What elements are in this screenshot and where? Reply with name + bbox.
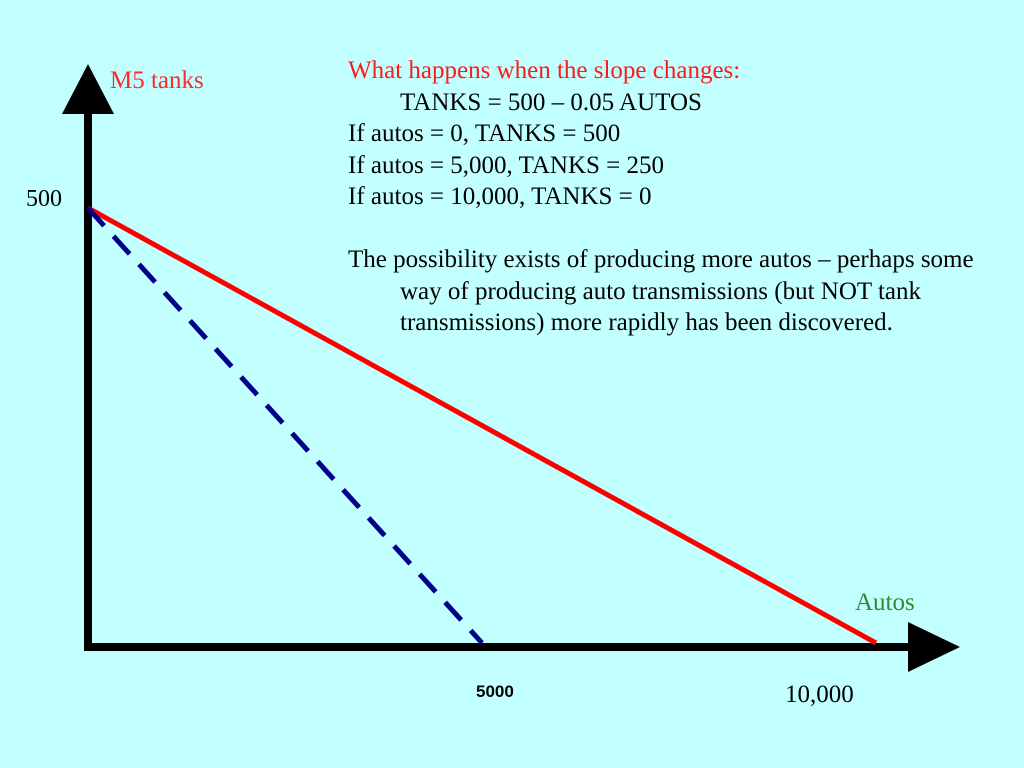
- series-layer: [86, 205, 878, 646]
- x-tick-label-10000: 10,000: [785, 681, 854, 708]
- notes-spacer: [348, 213, 1018, 245]
- notes-heading: What happens when the slope changes:: [348, 57, 741, 84]
- y-axis-label: M5 tanks: [110, 67, 204, 94]
- axes: [62, 64, 960, 672]
- y-tick-label-500: 500: [26, 186, 62, 212]
- notes-equation: TANKS = 500 – 0.05 AUTOS: [400, 88, 702, 116]
- notes-line-1: If autos = 0, TANKS = 500: [348, 120, 621, 147]
- x-axis-arrow: [908, 622, 960, 672]
- notes-text-block: What happens when the slope changes: TAN…: [348, 55, 1018, 339]
- notes-line-2: If autos = 5,000, TANKS = 250: [348, 151, 665, 179]
- series-line-solid: [86, 205, 878, 646]
- notes-line-3: If autos = 10,000, TANKS = 0: [348, 183, 652, 210]
- x-axis-label: Autos: [855, 589, 915, 616]
- x-tick-label-5000: 5000: [476, 682, 514, 701]
- notes-paragraph: The possibility exists of producing more…: [348, 246, 974, 336]
- series-line-dashed: [86, 206, 484, 645]
- y-axis-arrow: [62, 64, 114, 114]
